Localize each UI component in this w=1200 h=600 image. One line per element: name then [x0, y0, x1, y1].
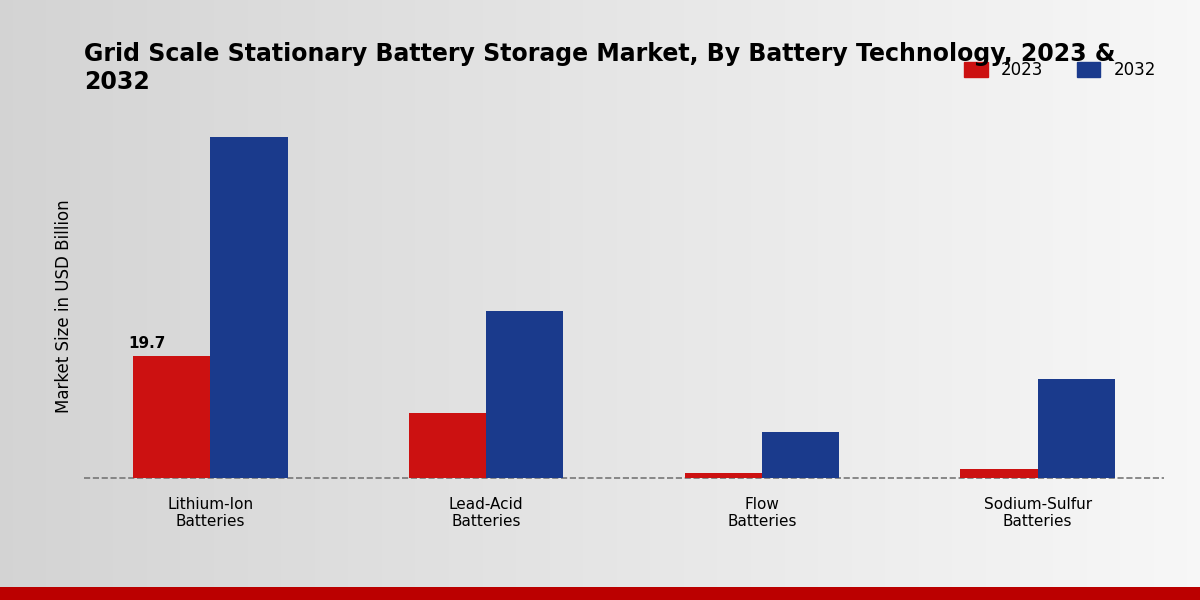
- Bar: [960, 469, 1038, 478]
- Text: 19.7: 19.7: [128, 336, 166, 351]
- Bar: [133, 356, 210, 478]
- Y-axis label: Market Size in USD Billion: Market Size in USD Billion: [55, 199, 73, 413]
- Bar: [409, 413, 486, 478]
- Bar: [1038, 379, 1115, 478]
- Bar: [685, 473, 762, 478]
- Bar: [762, 432, 839, 478]
- Legend: 2023, 2032: 2023, 2032: [965, 61, 1156, 79]
- Text: Grid Scale Stationary Battery Storage Market, By Battery Technology, 2023 &
2032: Grid Scale Stationary Battery Storage Ma…: [84, 42, 1116, 94]
- Bar: [210, 137, 288, 478]
- Bar: [486, 311, 563, 478]
